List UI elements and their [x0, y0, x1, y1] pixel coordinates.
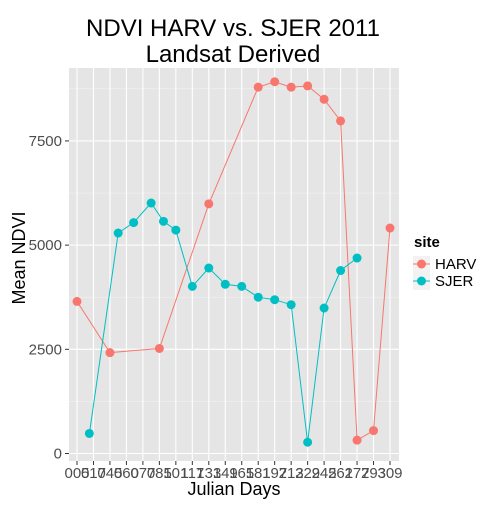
legend-key-point: [417, 277, 426, 286]
y-tick-label: 5000: [29, 237, 62, 254]
data-point-sjer: [320, 304, 329, 313]
data-point-sjer: [221, 280, 230, 289]
data-point-sjer: [353, 254, 362, 263]
data-point-harv: [386, 224, 395, 233]
data-point-sjer: [114, 229, 123, 238]
x-axis-title: Julian Days: [187, 479, 280, 499]
data-point-harv: [369, 426, 378, 435]
data-point-harv: [204, 199, 213, 208]
data-point-sjer: [159, 217, 168, 226]
legend-label-sjer: SJER: [435, 273, 474, 290]
chart-title-line-2: Landsat Derived: [146, 41, 321, 68]
data-point-sjer: [270, 295, 279, 304]
data-point-sjer: [336, 266, 345, 275]
legend-label-harv: HARV: [435, 256, 476, 273]
data-point-sjer: [85, 429, 94, 438]
data-point-sjer: [237, 282, 246, 291]
y-tick-label: 7500: [29, 133, 62, 150]
data-point-harv: [320, 95, 329, 104]
chart-title-line-1: NDVI HARV vs. SJER 2011: [86, 15, 380, 42]
plot-panel: [69, 68, 399, 461]
legend-title: site: [414, 234, 440, 251]
data-point-sjer: [129, 218, 138, 227]
y-tick-label: 0: [54, 445, 62, 462]
data-point-harv: [155, 344, 164, 353]
x-tick-label: 309: [377, 465, 402, 482]
data-point-harv: [353, 436, 362, 445]
data-point-harv: [287, 83, 296, 92]
data-point-harv: [254, 83, 263, 92]
data-point-sjer: [171, 226, 180, 235]
data-point-harv: [73, 297, 82, 306]
data-point-sjer: [188, 282, 197, 291]
data-point-sjer: [254, 293, 263, 302]
y-tick-label: 2500: [29, 341, 62, 358]
data-point-sjer: [147, 199, 156, 208]
data-point-sjer: [204, 264, 213, 273]
data-point-harv: [303, 81, 312, 90]
data-point-sjer: [303, 438, 312, 447]
legend-key-point: [417, 260, 426, 269]
data-point-harv: [336, 116, 345, 125]
data-point-sjer: [287, 300, 296, 309]
y-axis-title: Mean NDVI: [9, 211, 29, 304]
data-point-harv: [105, 348, 114, 357]
data-point-harv: [270, 77, 279, 86]
